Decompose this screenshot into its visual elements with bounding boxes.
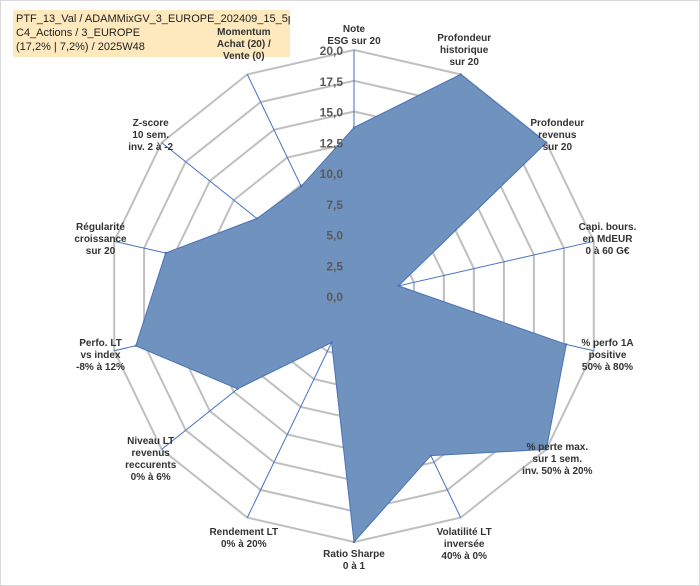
radar-ticks: 0,0 2,5 5,0 7,5 10,0 12,5 15,0 17,5 20,0 bbox=[320, 44, 344, 304]
data-point bbox=[545, 141, 548, 144]
axis-label-line: Vente (0) bbox=[223, 51, 265, 62]
data-point bbox=[255, 217, 259, 220]
axis-label-line: vs index bbox=[80, 350, 120, 361]
axis-label-line: Volatilité LT bbox=[437, 527, 492, 538]
radar-series bbox=[134, 73, 568, 544]
chart-title-line-3: (17,2% | 7,2%) / 2025W48 bbox=[16, 41, 145, 53]
chart-title-line-2: C4_Actions / 3_EUROPE bbox=[16, 27, 141, 39]
tick-label: 20,0 bbox=[320, 44, 344, 58]
chart-title-box: PTF_13_Val / ADAMMixGV_3_EUROPE_202409_1… bbox=[13, 10, 290, 57]
tick-label: 17,5 bbox=[320, 75, 344, 89]
chart-title-line-1: PTF_13_Val / ADAMMixGV_3_EUROPE_202409_1… bbox=[16, 13, 290, 25]
axis-label-line: ESG sur 20 bbox=[327, 36, 381, 47]
data-point bbox=[545, 448, 548, 451]
axis-label-line: Capi. bours. bbox=[579, 222, 637, 233]
axis-label-line: sur 20 bbox=[449, 57, 479, 68]
axis-label-line: positive bbox=[589, 350, 627, 361]
axis-label-line: Achat (20) / bbox=[217, 39, 271, 50]
tick-label: 2,5 bbox=[326, 259, 343, 273]
tick-label: 10,0 bbox=[320, 167, 344, 181]
axis-label-line: -8% à 12% bbox=[76, 362, 125, 373]
axis-label-line: % perfo 1A bbox=[581, 338, 633, 349]
axis-label-line: Momentum bbox=[217, 27, 270, 38]
data-point bbox=[459, 73, 462, 76]
tick-label: 7,5 bbox=[326, 198, 343, 212]
axis-label-line: 40% à 0% bbox=[441, 551, 487, 562]
series-area bbox=[135, 73, 567, 544]
axis-label-line: % perte max. bbox=[526, 442, 588, 453]
axis-label-line: Ratio Sharpe bbox=[323, 549, 385, 560]
data-point bbox=[330, 341, 333, 344]
data-point bbox=[352, 126, 356, 129]
axis-label-line: en MdEUR bbox=[583, 234, 634, 245]
axis-label-line: 10 sem. bbox=[132, 130, 169, 141]
axis-label-line: inv. 2 à -2 bbox=[128, 142, 173, 153]
axis-label-line: sur 1 sem. bbox=[533, 454, 583, 465]
tick-label: 12,5 bbox=[320, 136, 344, 150]
axis-label-line: Perfo. LT bbox=[79, 338, 122, 349]
axis-label-line: Rendement LT bbox=[209, 527, 278, 538]
data-point bbox=[236, 387, 239, 390]
data-point bbox=[397, 284, 400, 288]
tick-label: 0,0 bbox=[326, 290, 343, 304]
axis-label-line: Niveau LT bbox=[127, 436, 174, 447]
axis-label-line: inv. 50% à 20% bbox=[522, 466, 593, 477]
data-point bbox=[164, 251, 167, 255]
axis-label-line: 0% à 6% bbox=[131, 472, 171, 483]
axis-label: Rendement LT0% à 20% bbox=[209, 527, 278, 550]
axis-label-line: 0% à 20% bbox=[221, 539, 267, 550]
axis-label-line: revenus bbox=[538, 130, 577, 141]
data-point bbox=[429, 454, 432, 457]
axis-label-line: Note bbox=[343, 24, 366, 35]
axis-label-line: 50% à 80% bbox=[582, 362, 633, 373]
axis-label-line: Z-score bbox=[133, 118, 170, 129]
axis-label-line: 0 à 1 bbox=[343, 561, 366, 572]
tick-label: 5,0 bbox=[326, 229, 343, 243]
data-point bbox=[300, 185, 303, 188]
axis-label-line: croissance bbox=[74, 234, 127, 245]
axis-label-line: reccurents bbox=[125, 460, 177, 471]
data-point bbox=[565, 343, 568, 346]
axis-label-line: revenus bbox=[132, 448, 171, 459]
axis-label-line: sur 20 bbox=[86, 246, 116, 257]
tick-label: 15,0 bbox=[320, 106, 344, 120]
axis-label: % perte max.sur 1 sem.inv. 50% à 20% bbox=[522, 442, 593, 477]
axis-label-line: 0 à 60 G€ bbox=[586, 246, 630, 257]
axis-label-line: Profondeur bbox=[530, 118, 584, 129]
axis-label-line: Régularité bbox=[76, 222, 125, 233]
axis-label-line: Profondeur bbox=[437, 33, 491, 44]
axis-label-line: inversée bbox=[444, 539, 485, 550]
data-point bbox=[352, 540, 356, 544]
axis-label-line: sur 20 bbox=[543, 142, 573, 153]
data-point bbox=[134, 344, 137, 347]
axis-label-line: historique bbox=[440, 45, 489, 56]
